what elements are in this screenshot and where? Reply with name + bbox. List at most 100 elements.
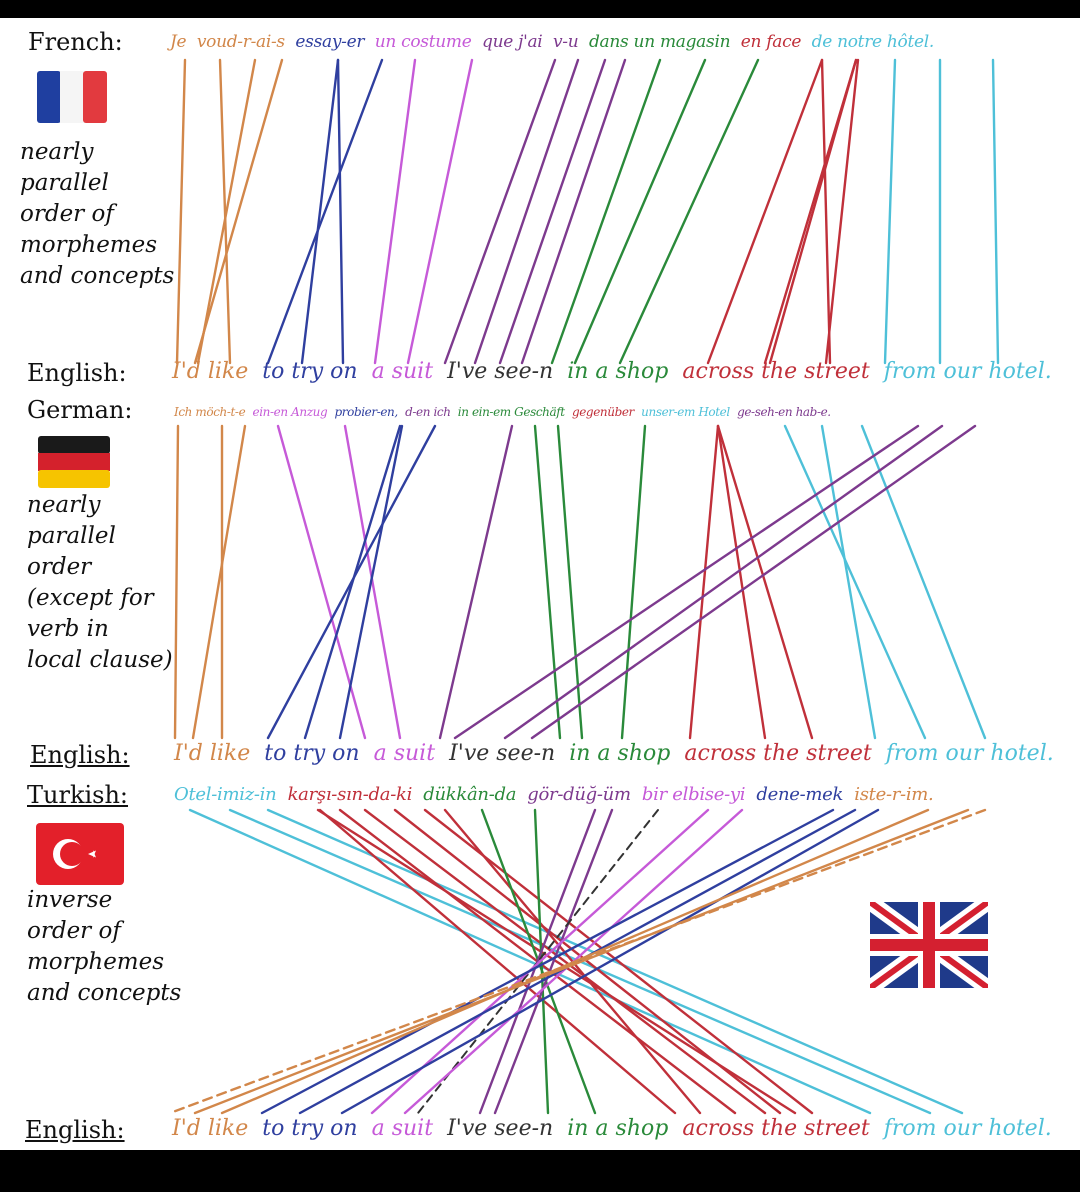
french-note: nearly parallel order of morphemes and c… [20,137,174,292]
word: que j'ai [482,32,543,52]
word: karşı-sın-da-ki [287,784,413,805]
tr-red-line [363,808,767,1115]
word: I'd like [172,359,249,384]
de-red-line [688,424,720,740]
fr-green-line [618,58,760,365]
top-black-bar [0,0,1080,18]
fr-orange-line [218,58,232,365]
note-line: order of [27,918,121,944]
word: probier-en, [334,405,399,419]
word: from our hotel. [885,741,1054,766]
english-sentence-3: I'd like to try on a suit I've see-n in … [172,1116,1059,1141]
tr-orange-dashed-line [168,808,987,1115]
tr-blue-line [260,808,835,1115]
note-line: nearly [27,492,101,518]
word: to try on [262,359,358,384]
turkish-english-lines [168,808,987,1115]
note-line: order [27,554,92,580]
word: across the street [682,1116,870,1141]
note-line: and concepts [27,980,182,1006]
note-line: nearly [20,139,94,165]
tr-red-line [393,808,782,1115]
german-note: nearly parallel order (except for verb i… [27,490,173,676]
german-label: German: [27,396,133,424]
word: a suit [371,1116,434,1141]
fr-blue-line [336,58,345,365]
word: de notre hôtel. [811,32,935,52]
fr-purple-line [520,58,627,365]
de-cyan-line [860,424,987,740]
tr-cyan-line [266,808,964,1115]
bottom-black-bar [0,1150,1080,1192]
de-purple-line [438,424,514,740]
de-magenta-line [343,424,402,740]
alignment-lines [168,58,1000,1115]
word: ein-en Anzug [252,405,328,419]
de-blue-line [338,424,404,740]
de-green-line [620,424,647,740]
note-line: morphemes [20,232,158,258]
english-label-2: English: [30,741,130,769]
fr-red-line [824,58,860,365]
word: v-u [553,32,579,52]
fr-blue-line [300,58,340,365]
word: Ich möch-t-e [174,405,246,419]
german-english-lines [173,424,987,740]
word: in a shop [569,741,671,766]
french-sentence: Je voud-r-ai-s essay-er un costume que j… [170,32,939,52]
word: a suit [373,741,436,766]
tr-cyan-line [188,808,872,1115]
word: across the street [682,359,870,384]
turkish-sentence: Otel-imiz-in karşı-sın-da-ki dükkân-da g… [174,784,939,805]
word: un costume [374,32,472,52]
fr-orange-line [196,58,257,365]
de-green-line [533,424,562,740]
note-line: parallel [27,523,116,549]
word: Je [170,32,187,52]
french-label: French: [28,28,123,56]
fr-red-line [820,58,832,365]
french-english-lines [175,58,1000,365]
note-line: morphemes [27,949,165,975]
note-line: parallel [20,170,109,196]
word: in ein-em Geschäft [457,405,565,419]
tr-purple-line [493,808,614,1115]
word: unser-em Hotel [641,405,730,419]
word: from our hotel. [883,359,1052,384]
english-sentence-1: I'd like to try on a suit I've see-n in … [172,359,1059,384]
english-label-1: English: [27,359,127,387]
fr-purple-line [498,58,607,365]
word: ge-seh-en hab-e. [737,405,831,419]
word: I'd like [172,1116,249,1141]
fr-blue-line [266,58,384,365]
note-line: inverse [27,887,113,913]
fr-orange-line [193,58,284,365]
word: bir elbise-yi [641,784,746,805]
fr-red-line [768,58,858,365]
fr-orange-line [175,58,187,365]
fr-purple-line [443,58,557,365]
word: I've see-n [449,741,556,766]
word: to try on [264,741,360,766]
turkish-note: inverse order of morphemes and concepts [27,885,181,1009]
de-blue-line [266,424,437,740]
tr-blue-line [340,808,880,1115]
diagram-panel: French: English: German: English: Turkis… [0,18,1080,1150]
word: essay-er [295,32,365,52]
note-line: (except for [27,585,154,611]
word: I've see-n [447,359,554,384]
de-purple-line [503,424,944,740]
de-orange-line [191,424,247,740]
de-cyan-line [783,424,927,740]
germany-flag-icon [38,436,110,488]
de-red-line [716,424,814,740]
turkish-label: Turkish: [27,781,129,809]
word: dene-mek [756,784,844,805]
word: Otel-imiz-in [174,784,277,805]
uk-flag-icon [870,902,988,988]
tr-red-line [318,808,677,1115]
de-cyan-line [820,424,877,740]
word: d-en ich [405,405,451,419]
word: en face [740,32,802,52]
tr-red-line [423,808,814,1115]
